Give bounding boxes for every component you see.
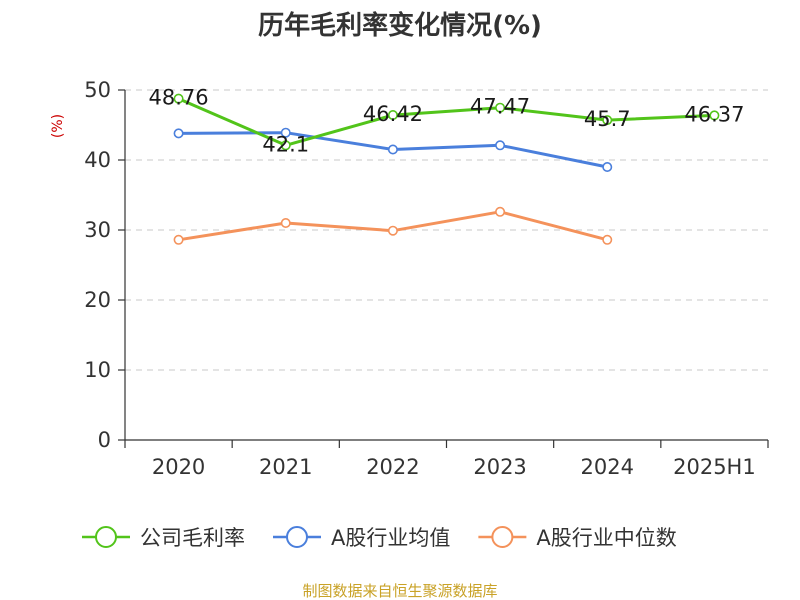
data-point xyxy=(387,110,398,121)
x-tick-label: 2023 xyxy=(473,455,526,479)
y-tick-label: 50 xyxy=(84,78,111,102)
data-point xyxy=(173,128,184,139)
chart-title: 历年毛利率变化情况(%) xyxy=(258,10,542,41)
y-axis-unit-label: (%) xyxy=(50,114,66,138)
source-note: 制图数据来自恒生聚源数据库 xyxy=(302,582,497,600)
data-label: 46.42 xyxy=(363,102,423,126)
data-label: 42.1 xyxy=(262,132,309,156)
legend-marker-icon xyxy=(286,526,308,548)
legend-item-2[interactable]: A股行业中位数 xyxy=(478,526,677,550)
data-label: 48.76 xyxy=(149,86,209,110)
series-1 xyxy=(173,127,613,173)
data-point xyxy=(280,218,291,229)
y-tick-label: 30 xyxy=(84,218,111,242)
data-point xyxy=(602,115,613,126)
x-tick-label: 2021 xyxy=(259,455,312,479)
legend: 公司毛利率 A股行业均值 A股行业中位数 xyxy=(82,526,677,550)
gridlines xyxy=(125,89,768,371)
y-tick-label: 20 xyxy=(84,288,111,312)
data-point xyxy=(173,234,184,245)
y-tick-label: 10 xyxy=(84,358,111,382)
data-point xyxy=(602,234,613,245)
data-point xyxy=(387,144,398,155)
x-tick-label: 2024 xyxy=(581,455,634,479)
legend-marker-icon xyxy=(491,526,514,548)
data-point xyxy=(280,140,291,151)
legend-item-1[interactable]: A股行业均值 xyxy=(273,526,450,550)
data-point xyxy=(495,206,506,217)
data-point xyxy=(602,162,613,173)
legend-marker-icon xyxy=(95,526,117,548)
data-point xyxy=(709,110,720,121)
legend-label: 公司毛利率 xyxy=(140,526,245,550)
series-lines xyxy=(173,93,720,245)
data-point xyxy=(387,225,398,236)
data-point xyxy=(280,127,291,138)
data-label: 46.37 xyxy=(684,102,744,126)
y-tick-label: 0 xyxy=(98,428,111,452)
data-point xyxy=(173,93,184,104)
series-2 xyxy=(173,206,613,245)
series-0 xyxy=(173,93,720,151)
data-labels: 48.76 42.1 46.42 47.47 45.7 46.37 xyxy=(149,86,745,157)
x-tick-label: 2025H1 xyxy=(673,455,756,479)
legend-item-0[interactable]: 公司毛利率 xyxy=(82,526,245,550)
legend-label: A股行业中位数 xyxy=(536,526,676,550)
data-label: 45.7 xyxy=(584,107,631,131)
data-point xyxy=(495,140,506,151)
axes: 0 10 20 30 40 50 2020 2021 2022 2023 2024 2025H1 xyxy=(84,78,769,479)
series-line xyxy=(177,97,716,147)
x-tick-label: 2020 xyxy=(152,455,205,479)
data-point xyxy=(495,102,506,113)
legend-label: A股行业均值 xyxy=(331,526,450,550)
y-tick-label: 40 xyxy=(84,148,111,172)
x-tick-label: 2022 xyxy=(366,455,419,479)
data-label: 47.47 xyxy=(470,95,530,119)
